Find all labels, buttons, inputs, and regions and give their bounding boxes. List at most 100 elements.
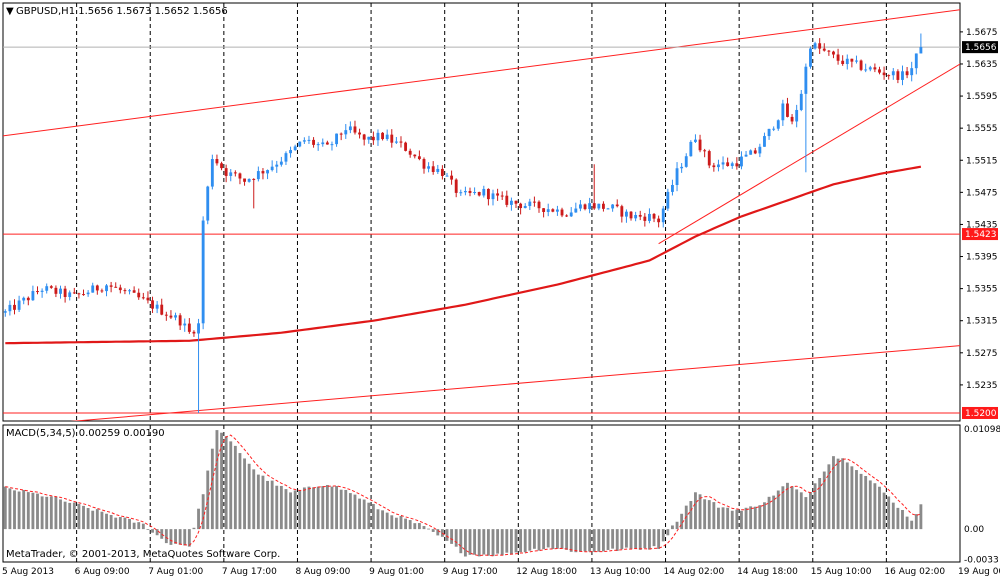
candle-body: [54, 287, 58, 294]
candle-body: [601, 203, 605, 209]
time-label: 6 Aug 09:00: [75, 567, 130, 577]
macd-bar: [689, 501, 693, 530]
candle-body: [532, 201, 536, 203]
candle-body: [578, 204, 582, 209]
macd-bar: [137, 522, 141, 530]
macd-bar: [845, 462, 849, 530]
candle-body: [431, 166, 435, 172]
candle-body: [551, 209, 555, 212]
candle-body: [901, 71, 904, 80]
macd-bar: [509, 529, 513, 555]
macd-bar: [54, 496, 58, 530]
macd-bar: [546, 529, 550, 548]
macd-bar: [353, 494, 357, 530]
macd-bar: [583, 529, 587, 552]
candle-body: [850, 58, 854, 62]
macd-bar: [45, 496, 49, 530]
candle-body: [896, 71, 900, 80]
macd-bar: [17, 491, 21, 530]
macd-bar: [293, 490, 297, 530]
candle-body: [523, 205, 527, 209]
macd-bar: [215, 430, 219, 530]
price-tick-label: 1.5515: [966, 156, 998, 166]
macd-bar: [335, 486, 338, 530]
chart-menu-marker[interactable]: ▼: [6, 6, 14, 17]
price-tag-label: 1.5423: [965, 230, 997, 240]
macd-bar: [220, 432, 223, 530]
candle-body: [882, 72, 886, 76]
candle-body: [482, 188, 486, 196]
candle-body: [809, 48, 812, 67]
candle-body: [477, 192, 481, 196]
candle-body: [399, 141, 403, 143]
candle-body: [620, 206, 624, 217]
candle-body: [215, 159, 219, 164]
candle-body: [358, 132, 362, 135]
candle-body: [786, 103, 789, 117]
macd-bar: [321, 486, 325, 530]
price-tick-label: 1.5435: [966, 220, 998, 230]
candle-body: [891, 71, 895, 76]
candle-body: [137, 292, 141, 298]
macd-bar: [671, 525, 674, 530]
current-price-tag-label: 1.5656: [965, 43, 997, 53]
candle-body: [500, 195, 504, 197]
candle-body: [229, 172, 233, 176]
macd-bar: [252, 469, 256, 530]
time-label: 14 Aug 02:00: [664, 567, 725, 577]
time-label: 19 Aug 00:00: [958, 567, 1000, 577]
horizontal-lines[interactable]: 1.5423 1.5200 1.5656: [3, 41, 998, 419]
macd-bar: [648, 529, 651, 550]
candle-body: [160, 304, 164, 315]
candle-body: [146, 297, 150, 301]
price-tag-background: [962, 406, 998, 419]
candle-body: [256, 171, 260, 180]
candle-body: [905, 71, 909, 76]
macd-bar: [146, 529, 150, 530]
macd-bar: [790, 486, 794, 530]
macd-bar: [799, 492, 803, 530]
candle-body: [63, 288, 67, 297]
candle-body: [643, 216, 647, 221]
candle-body: [26, 297, 30, 301]
macd-bar: [712, 502, 716, 530]
chart-symbol-header: GBPUSD,H1 1.5656 1.5673 1.5652 1.5656: [16, 6, 228, 17]
candle-body: [109, 285, 113, 287]
candle-body: [758, 146, 762, 154]
candle-body: [878, 69, 881, 73]
candle-body: [606, 208, 610, 210]
macd-bar: [82, 505, 85, 530]
macd-bar: [298, 490, 302, 530]
candle-body: [128, 290, 131, 292]
candle-body: [671, 184, 674, 192]
macd-bar: [247, 463, 251, 530]
candle-body: [661, 208, 665, 223]
macd-bar: [615, 529, 619, 551]
macd-bar: [100, 511, 104, 530]
candle-body: [542, 208, 546, 212]
macd-bar: [436, 529, 440, 536]
macd-bar: [289, 492, 292, 530]
candle-body: [302, 140, 306, 142]
macd-signal-line: [5, 434, 922, 557]
macd-bar: [588, 529, 592, 552]
candle-body: [49, 286, 53, 288]
macd-bar: [312, 487, 315, 530]
macd-bar: [155, 529, 159, 536]
candle-body: [813, 43, 817, 49]
macd-bar: [767, 496, 771, 530]
candle-body: [864, 69, 868, 71]
price-tick-label: 1.5595: [966, 92, 998, 102]
macd-bar: [128, 518, 131, 530]
vertical-grid: [76, 3, 961, 562]
time-label: 8 Aug 09:00: [295, 567, 350, 577]
macd-bar: [919, 504, 923, 530]
trend-line: [658, 63, 960, 245]
candle-body: [151, 300, 154, 309]
time-label: 14 Aug 18:00: [737, 567, 798, 577]
macd-bar: [726, 507, 730, 530]
macd-bar: [450, 529, 454, 544]
macd-bar: [537, 529, 541, 551]
macd-bar: [376, 509, 380, 530]
